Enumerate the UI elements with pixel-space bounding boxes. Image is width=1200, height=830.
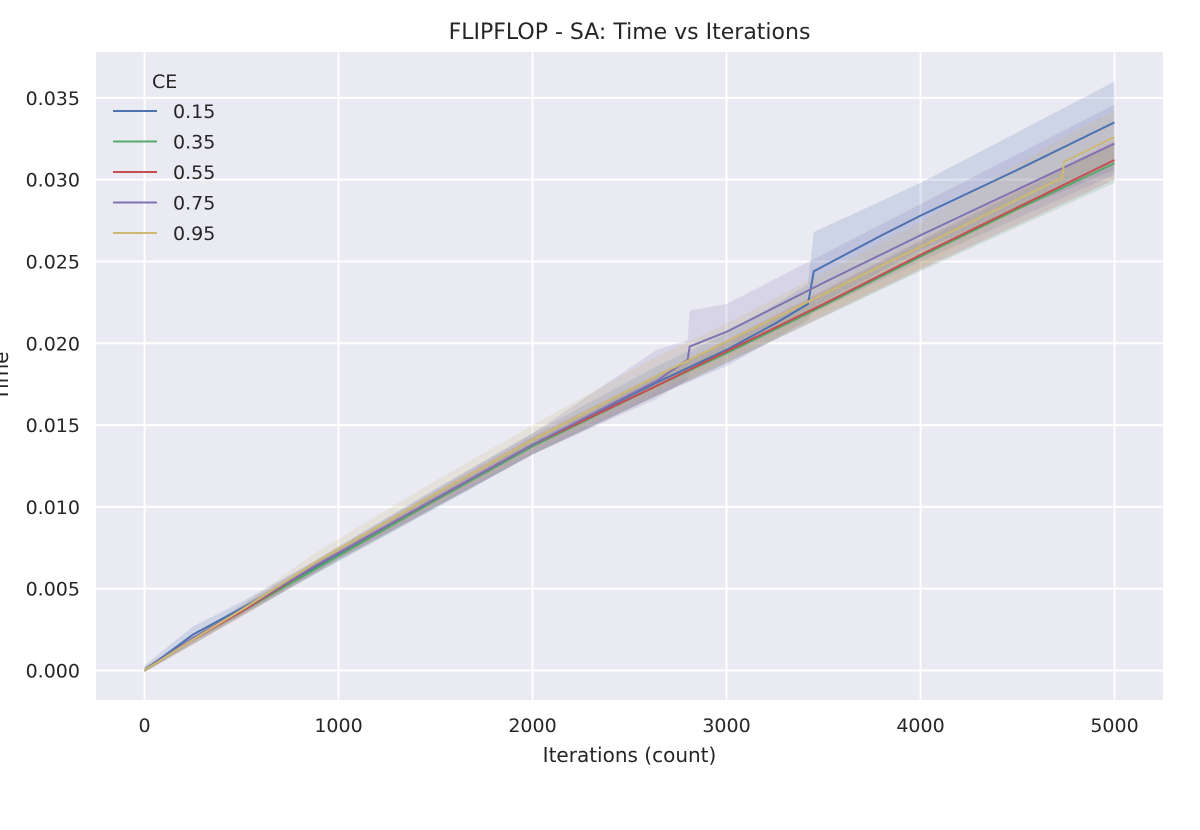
x-tick-label: 0: [138, 715, 150, 737]
band-series-3: [144, 104, 1115, 673]
y-axis-label: Time: [0, 352, 13, 402]
legend-label-2: 0.55: [173, 162, 215, 184]
y-axis-ticks: 0.000 0.005 0.010 0.015 0.020 0.025 0.030 0.035: [26, 88, 80, 683]
y-tick-label: 0.010: [26, 497, 80, 519]
y-tick-label: 0.025: [26, 251, 80, 273]
x-axis-label: Iterations (count): [543, 743, 717, 767]
legend-label-1: 0.35: [173, 132, 215, 154]
y-tick-label: 0.015: [26, 415, 80, 437]
x-tick-label: 3000: [702, 715, 750, 737]
band-series-1: [144, 143, 1115, 673]
legend-title: CE: [152, 71, 177, 93]
x-axis-ticks: 0 1000 2000 3000 4000 5000: [138, 715, 1138, 737]
y-tick-label: 0.020: [26, 333, 80, 355]
legend-label-3: 0.75: [173, 193, 215, 215]
x-tick-label: 1000: [314, 715, 362, 737]
y-tick-label: 0.005: [26, 579, 80, 601]
legend-label-4: 0.95: [173, 223, 215, 245]
line-series-2: [143, 159, 1115, 672]
x-tick-label: 5000: [1090, 715, 1138, 737]
band-series-0: [144, 81, 1115, 673]
legend-label-0: 0.15: [173, 101, 215, 123]
confidence-bands: [144, 81, 1115, 673]
line-series-4: [143, 136, 1115, 672]
band-series-2: [144, 140, 1115, 673]
x-tick-label: 2000: [508, 715, 556, 737]
band-series-4: [144, 110, 1115, 673]
chart-title: FLIPFLOP - SA: Time vs Iterations: [449, 20, 811, 45]
legend: CE 0.15 0.35 0.55 0.75 0.95: [113, 71, 215, 245]
y-tick-label: 0.035: [26, 88, 80, 110]
series-lines: [143, 121, 1115, 672]
y-tick-label: 0.000: [26, 661, 80, 683]
x-tick-label: 4000: [896, 715, 944, 737]
y-tick-label: 0.030: [26, 170, 80, 192]
